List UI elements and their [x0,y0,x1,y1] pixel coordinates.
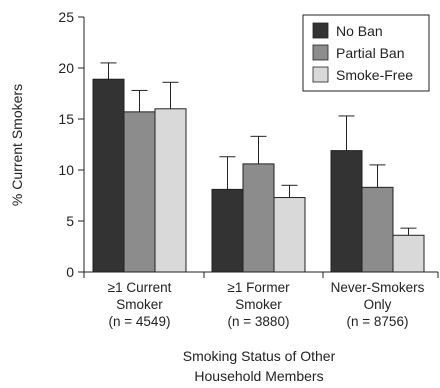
legend-swatch-partial-ban [312,44,329,61]
category-label-line: Only [364,297,392,312]
y-axis-label: % Current Smokers [9,84,25,206]
legend: No Ban Partial Ban Smoke-Free [302,14,430,92]
category-label-line: (n = 4549) [109,314,171,329]
category-label-line: (n = 8756) [347,314,409,329]
bar-no-ban [211,188,244,273]
bar-no-ban [92,78,125,273]
category-labels: ≥1 Current Smoker (n = 4549) ≥1 Former Smoke… [108,280,425,329]
bar-partial-ban [123,111,156,273]
legend-label-partial-ban: Partial Ban [336,45,404,61]
bar-smoke-free [273,197,306,273]
category-label-line: Smoker [116,297,163,312]
bars [92,78,425,273]
bar-no-ban [330,150,363,273]
y-tick-label: 20 [58,60,74,76]
y-ticks: 0 5 10 15 20 25 [58,9,84,280]
bar-partial-ban [361,186,394,273]
category-label-line: ≥1 Current [108,280,172,295]
y-tick-label: 15 [58,111,74,127]
category-label-line: Smoker [235,297,282,312]
bar-partial-ban [242,163,275,273]
y-tick-label: 0 [66,264,74,280]
error-bars [100,62,417,236]
y-tick-label: 25 [58,9,74,25]
x-axis-label-line2: Household Members [194,368,323,384]
y-tick-label: 5 [66,213,74,229]
bar-smoke-free [392,234,425,273]
legend-label-smoke-free: Smoke-Free [336,67,413,83]
category-label-line: ≥1 Former [227,280,290,295]
x-ticks [83,272,439,278]
category-label-line: (n = 3880) [228,314,290,329]
legend-label-no-ban: No Ban [336,23,383,39]
bar-smoke-free [154,108,187,273]
x-axis-label-line1: Smoking Status of Other [183,348,336,364]
category-label-line: Never-Smokers [331,280,425,295]
legend-swatch-smoke-free [312,66,329,83]
legend-swatch-no-ban [312,22,329,39]
y-tick-label: 10 [58,162,74,178]
